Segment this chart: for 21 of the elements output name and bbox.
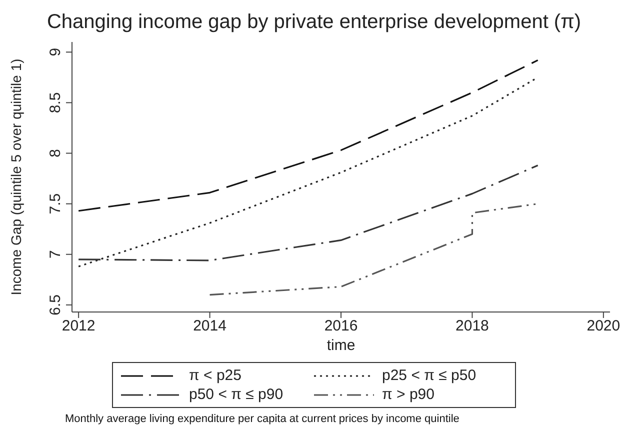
y-tick-label: 7 [47,250,64,259]
legend-label: p50 < π ≤ p90 [189,386,284,403]
text: Monthly average living expenditure per capita at current prices by income quintile [65,413,460,425]
x-tick-label: 2016 [324,318,358,335]
legend-label: π < p25 [189,367,242,384]
x-tick-label: 2014 [193,318,226,335]
y-tick-label: 9 [47,48,64,56]
chart-title: Changing income gap by private enterprise development (π) [46,10,582,35]
legend-label: p25 < π ≤ p50 [382,367,476,384]
line-series [78,164,539,262]
x-axis-title: time [326,337,356,354]
y-tick-label: 7.5 [47,193,64,214]
legend-label: π > p90 [382,386,434,403]
y-tick-label: 8.5 [47,92,64,114]
y-tick-label: 6.5 [47,294,64,316]
x-tick-label: 2020 [586,318,620,335]
y-axis-title: Income Gap (quintile 5 over quintile 1) [8,58,24,296]
line-series [78,59,539,212]
y-tick-label: 8 [47,149,64,158]
x-tick-label: 2012 [62,318,96,335]
x-tick-label: 2018 [456,318,489,335]
